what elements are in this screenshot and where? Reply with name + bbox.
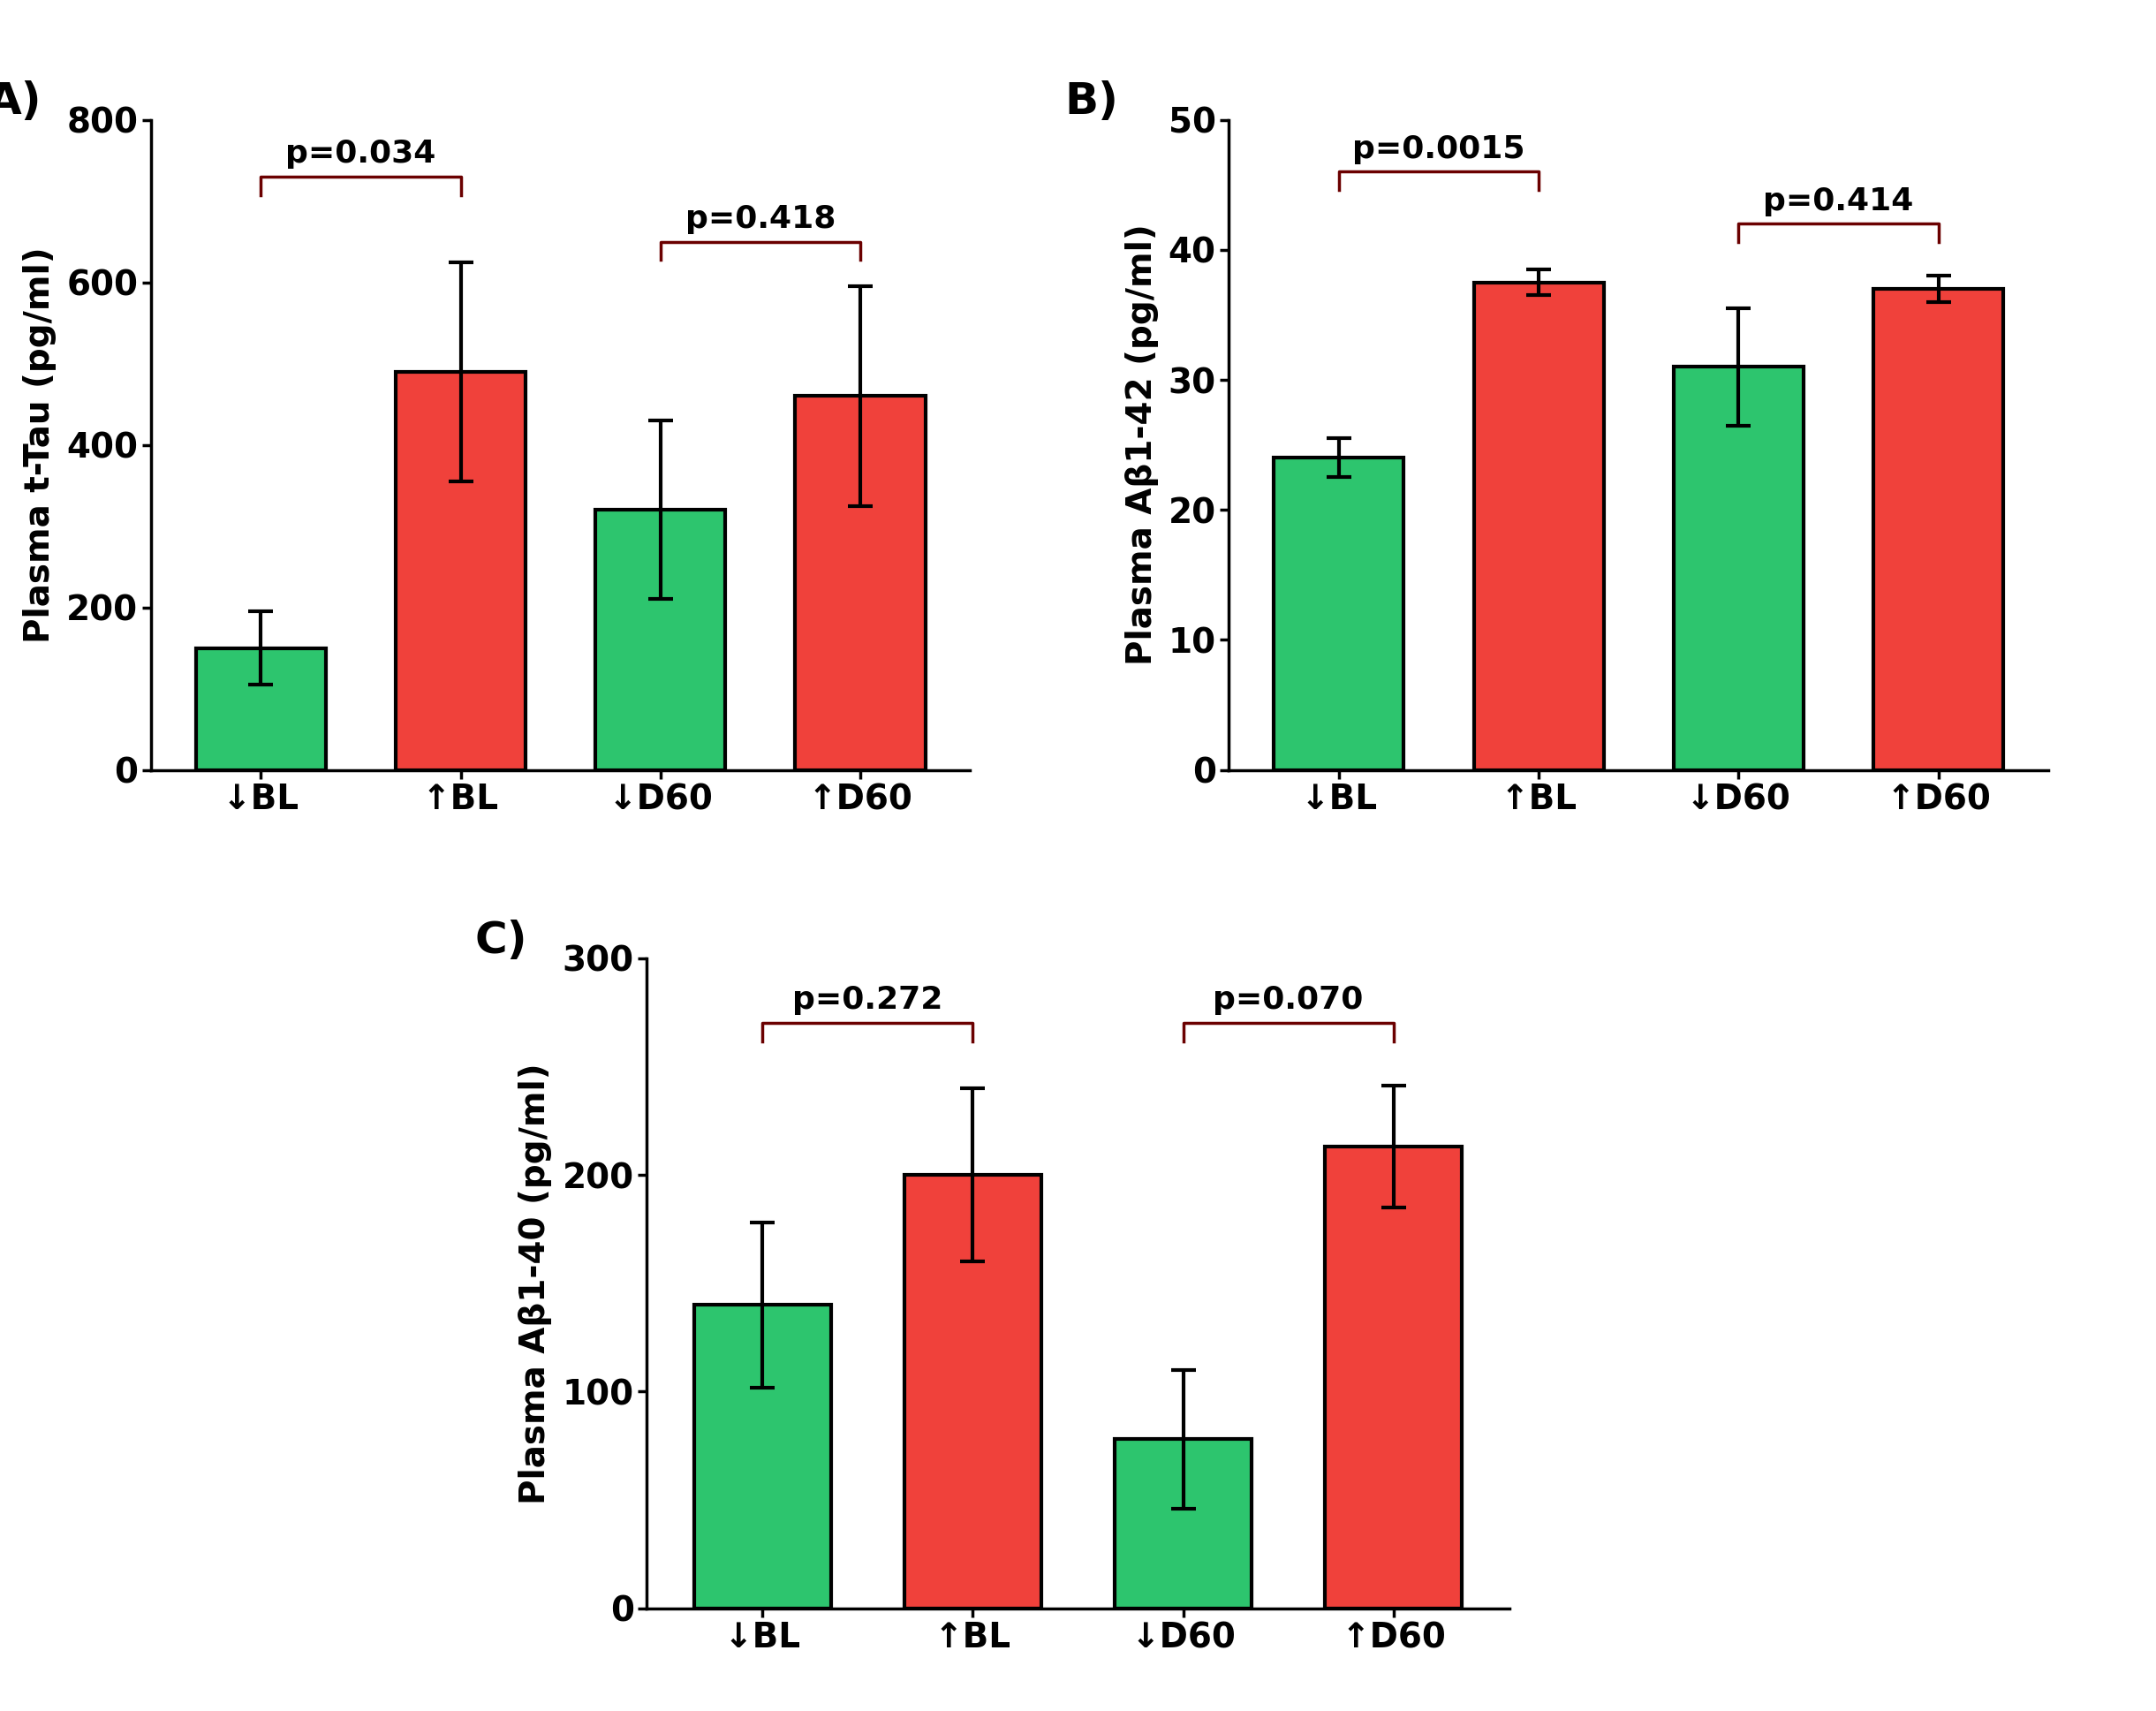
Text: A): A) [0,80,41,123]
Bar [906,1175,1041,1608]
Text: p=0.418: p=0.418 [686,204,837,234]
Bar [1673,366,1802,770]
Bar [1874,289,2003,770]
Bar [796,395,925,770]
Bar [1115,1439,1250,1608]
Text: C): C) [474,919,526,962]
Text: B): B) [1065,80,1119,123]
Bar [1274,459,1404,770]
Bar [196,648,326,770]
Text: p=0.0015: p=0.0015 [1352,133,1524,164]
Bar [595,510,724,770]
Text: p=0.272: p=0.272 [793,986,942,1015]
Bar [1475,282,1604,770]
Bar [397,371,526,770]
Text: p=0.070: p=0.070 [1214,986,1363,1015]
Y-axis label: Plasma Aβ1-40 (pg/ml): Plasma Aβ1-40 (pg/ml) [520,1063,552,1504]
Bar [1326,1146,1462,1608]
Bar [694,1305,830,1608]
Y-axis label: Plasma Aβ1-42 (pg/ml): Plasma Aβ1-42 (pg/ml) [1125,224,1158,666]
Text: p=0.414: p=0.414 [1764,186,1915,216]
Y-axis label: Plasma t-Tau (pg/ml): Plasma t-Tau (pg/ml) [24,246,56,643]
Text: p=0.034: p=0.034 [285,139,436,169]
